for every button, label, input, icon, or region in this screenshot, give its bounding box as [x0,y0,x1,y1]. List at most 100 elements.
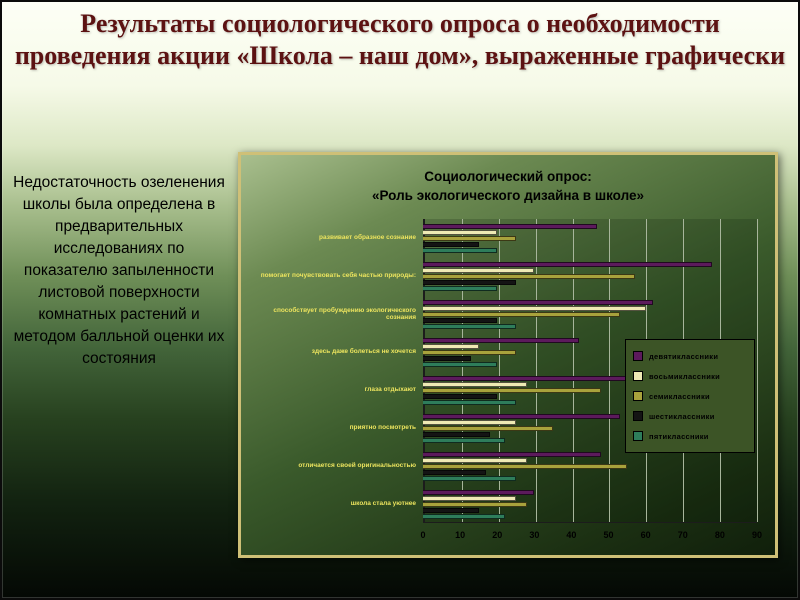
category-label: здесь даже болеться не хочется [311,348,416,356]
chart-row: школа стала уютнее [249,485,757,523]
bar-пятиклассники [423,323,516,329]
x-axis: 0 10 20 30 40 50 60 70 80 90 [420,525,762,545]
bar-пятиклассники [423,285,498,291]
bar-девятиклассники [423,299,654,305]
chart-row: развивает образное сознание [249,219,757,257]
bar-семиклассники [423,311,620,317]
bar-group [423,223,757,253]
legend-swatch-icon [633,351,643,361]
chart-legend: девятиклассники восьмиклассники семиклассн… [625,339,755,453]
slide-title: Результаты социологического опроса о нео… [14,9,786,70]
x-tick-label: 40 [566,530,577,540]
bar-восьмиклассники [423,495,516,501]
category-label: отличается своей оригинальностью [298,462,416,470]
legend-label: шестиклассники [649,411,715,421]
bar-восьмиклассники [423,343,479,349]
bar-group [423,261,757,291]
gridline [757,219,758,522]
bar-девятиклассники [423,261,713,267]
legend-entry: шестиклассники [633,411,747,421]
bar-восьмиклассники [423,419,516,425]
x-tick-label: 20 [492,530,503,540]
bar-пятиклассники [423,361,498,367]
bar-group [423,375,757,405]
x-tick-label: 70 [677,530,688,540]
bar-восьмиклассники [423,305,646,311]
legend-entry: восьмиклассники [633,371,747,381]
bar-семиклассники [423,235,516,241]
chart-row: способствует пробуждению экологического … [249,295,757,333]
bar-пятиклассники [423,247,498,253]
legend-swatch-icon [633,391,643,401]
bar-девятиклассники [423,413,620,419]
x-tick-label: 80 [714,530,725,540]
category-label: помогает почувствовать себя частью приро… [260,272,416,280]
bar-пятиклассники [423,437,505,443]
bar-девятиклассники [423,223,598,229]
gridline [498,219,500,522]
bar-семиклассники [423,463,628,469]
bar-шестиклассники [423,507,479,513]
chart-row: помогает почувствовать себя частью приро… [249,257,757,295]
bar-семиклассники [423,349,516,355]
bar-шестиклассники [423,355,472,361]
legend-label: восьмиклассники [649,371,721,381]
x-tick-label: 0 [420,530,426,540]
chart-title: Социологический опрос: «Роль экологическ… [241,168,775,206]
x-tick-label: 50 [603,530,614,540]
x-tick-label: 60 [640,530,651,540]
x-tick-label: 90 [751,530,763,540]
gridline [461,219,463,522]
bar-девятиклассники [423,337,579,343]
bar-восьмиклассники [423,381,527,387]
gridline [609,219,611,522]
category-label: глаза отдыхают [364,386,416,394]
bar-group [423,489,757,519]
bar-девятиклассники [423,489,535,495]
x-tick-label: 10 [455,530,466,540]
bar-шестиклассники [423,393,498,399]
bar-восьмиклассники [423,229,498,235]
category-label: развивает образное сознание [319,234,416,242]
bar-пятиклассники [423,399,516,405]
chart-panel: Социологический опрос: «Роль экологическ… [238,152,778,558]
legend-label: девятиклассники [649,351,719,361]
bar-group [423,337,757,367]
bar-семиклассники [423,501,527,507]
x-tick-label: 30 [529,530,540,540]
legend-entry: семиклассники [633,391,747,401]
chart-row: приятно посмотреть [249,409,757,447]
legend-entry: девятиклассники [633,351,747,361]
bar-шестиклассники [423,279,516,285]
chart-row: здесь даже болеться не хочется [249,333,757,371]
bar-group [423,451,757,481]
chart-title-line1: Социологический опрос: [424,169,592,184]
bar-девятиклассники [423,375,628,381]
chart-row: отличается своей оригинальностью [249,447,757,485]
bar-восьмиклассники [423,457,527,463]
gridline [572,219,574,522]
category-label: школа стала уютнее [350,500,416,508]
category-label: приятно посмотреть [349,424,416,432]
category-label: способствует пробуждению экологического … [273,306,416,321]
legend-swatch-icon [633,431,643,441]
bar-семиклассники [423,387,602,393]
bar-пятиклассники [423,513,505,519]
chart-title-line2: «Роль экологического дизайна в школе» [372,187,644,203]
bar-пятиклассники [423,475,516,481]
bar-шестиклассники [423,241,479,247]
legend-swatch-icon [633,371,643,381]
legend-swatch-icon [633,411,643,421]
bar-шестиклассники [423,317,498,323]
chart-row: глаза отдыхают [249,371,757,409]
bar-group [423,413,757,443]
bar-девятиклассники [423,451,602,457]
left-paragraph: Недостаточность озеленения школы была оп… [13,174,225,367]
chart-rows: развивает образное сознание помогает почу… [249,219,757,523]
bar-group [423,299,757,329]
bar-шестиклассники [423,431,490,437]
legend-label: семиклассники [649,391,710,401]
bar-восьмиклассники [423,267,535,273]
bar-семиклассники [423,273,635,279]
